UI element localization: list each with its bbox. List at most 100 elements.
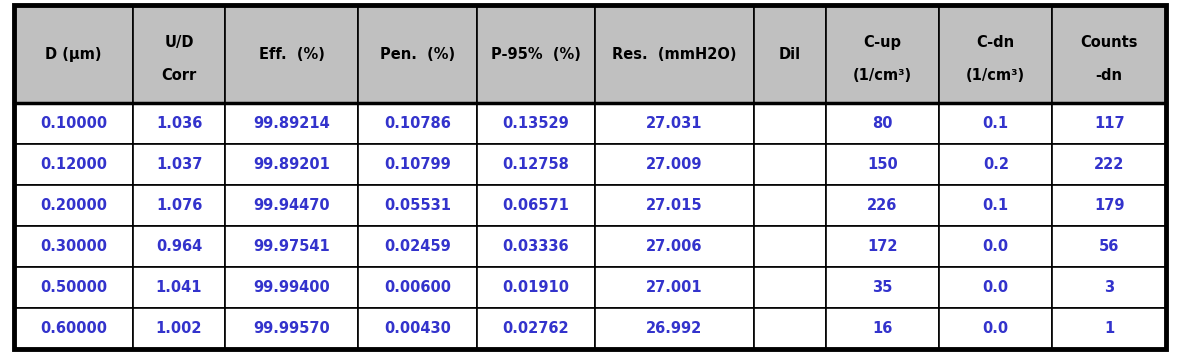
Bar bbox=[754, 226, 826, 267]
Text: 26.992: 26.992 bbox=[647, 321, 702, 336]
Text: Counts: Counts bbox=[1081, 35, 1138, 50]
Bar bbox=[132, 144, 225, 185]
Text: 0.30000: 0.30000 bbox=[40, 239, 107, 254]
Bar bbox=[225, 103, 358, 144]
Text: 1.041: 1.041 bbox=[156, 280, 202, 295]
Text: 0.10799: 0.10799 bbox=[384, 157, 451, 172]
Bar bbox=[939, 103, 1053, 144]
Bar bbox=[225, 267, 358, 308]
Text: 222: 222 bbox=[1094, 157, 1125, 172]
Text: 0.02762: 0.02762 bbox=[503, 321, 569, 336]
Text: 99.99570: 99.99570 bbox=[254, 321, 330, 336]
Bar bbox=[595, 5, 754, 103]
Text: 179: 179 bbox=[1094, 198, 1125, 213]
Text: 1.002: 1.002 bbox=[156, 321, 202, 336]
Bar bbox=[595, 185, 754, 226]
Text: 0.12758: 0.12758 bbox=[503, 157, 569, 172]
Bar bbox=[826, 5, 939, 103]
Bar bbox=[477, 308, 595, 349]
Bar bbox=[754, 185, 826, 226]
Bar bbox=[939, 267, 1053, 308]
Text: (1/cm³): (1/cm³) bbox=[853, 68, 912, 83]
Bar bbox=[754, 308, 826, 349]
Bar bbox=[358, 185, 477, 226]
Text: 172: 172 bbox=[867, 239, 898, 254]
Bar bbox=[132, 267, 225, 308]
Bar bbox=[14, 144, 132, 185]
Text: 27.031: 27.031 bbox=[647, 116, 702, 131]
Text: 99.89201: 99.89201 bbox=[254, 157, 330, 172]
Text: Dil: Dil bbox=[779, 47, 801, 62]
Text: 0.60000: 0.60000 bbox=[40, 321, 107, 336]
Bar bbox=[595, 308, 754, 349]
Bar bbox=[1053, 226, 1166, 267]
Bar bbox=[477, 226, 595, 267]
Text: 27.001: 27.001 bbox=[647, 280, 703, 295]
Text: 80: 80 bbox=[872, 116, 893, 131]
Bar bbox=[358, 308, 477, 349]
Text: (1/cm³): (1/cm³) bbox=[966, 68, 1025, 83]
Text: 35: 35 bbox=[872, 280, 892, 295]
Bar bbox=[1053, 185, 1166, 226]
Text: 0.0: 0.0 bbox=[983, 321, 1009, 336]
Bar bbox=[1053, 144, 1166, 185]
Text: 27.006: 27.006 bbox=[647, 239, 702, 254]
Bar bbox=[939, 226, 1053, 267]
Text: 99.97541: 99.97541 bbox=[254, 239, 330, 254]
Text: Pen.  (%): Pen. (%) bbox=[380, 47, 455, 62]
Bar bbox=[595, 144, 754, 185]
Text: 27.015: 27.015 bbox=[647, 198, 703, 213]
Bar bbox=[477, 267, 595, 308]
Bar bbox=[754, 267, 826, 308]
Text: 0.03336: 0.03336 bbox=[503, 239, 569, 254]
Bar bbox=[826, 185, 939, 226]
Text: Corr: Corr bbox=[162, 68, 197, 83]
Text: -dn: -dn bbox=[1096, 68, 1122, 83]
Bar bbox=[826, 267, 939, 308]
Text: 0.06571: 0.06571 bbox=[503, 198, 569, 213]
Text: 99.99400: 99.99400 bbox=[254, 280, 330, 295]
Text: 99.89214: 99.89214 bbox=[254, 116, 330, 131]
Bar bbox=[132, 226, 225, 267]
Bar bbox=[477, 103, 595, 144]
Text: 0.10786: 0.10786 bbox=[384, 116, 451, 131]
Bar bbox=[14, 5, 132, 103]
Text: 1.037: 1.037 bbox=[156, 157, 202, 172]
Bar bbox=[477, 5, 595, 103]
Bar bbox=[358, 103, 477, 144]
Text: 0.1: 0.1 bbox=[983, 116, 1009, 131]
Text: 0.00600: 0.00600 bbox=[384, 280, 451, 295]
Bar bbox=[939, 308, 1053, 349]
Bar bbox=[132, 308, 225, 349]
Bar bbox=[826, 144, 939, 185]
Bar bbox=[754, 5, 826, 103]
Text: 0.01910: 0.01910 bbox=[503, 280, 570, 295]
Bar bbox=[358, 144, 477, 185]
Text: 1.036: 1.036 bbox=[156, 116, 202, 131]
Text: 0.20000: 0.20000 bbox=[40, 198, 107, 213]
Text: 0.2: 0.2 bbox=[983, 157, 1009, 172]
Text: 0.00430: 0.00430 bbox=[384, 321, 451, 336]
Bar bbox=[225, 5, 358, 103]
Bar bbox=[225, 226, 358, 267]
Bar bbox=[595, 267, 754, 308]
Bar bbox=[132, 185, 225, 226]
Bar bbox=[14, 103, 132, 144]
Bar bbox=[358, 5, 477, 103]
Bar bbox=[14, 267, 132, 308]
Bar bbox=[358, 267, 477, 308]
Bar bbox=[358, 226, 477, 267]
Bar bbox=[595, 226, 754, 267]
Text: 0.1: 0.1 bbox=[983, 198, 1009, 213]
Text: 1: 1 bbox=[1104, 321, 1114, 336]
Text: 0.0: 0.0 bbox=[983, 239, 1009, 254]
Bar bbox=[1053, 308, 1166, 349]
Text: 0.05531: 0.05531 bbox=[384, 198, 451, 213]
Bar bbox=[225, 308, 358, 349]
Text: U/D: U/D bbox=[164, 35, 194, 50]
Text: 3: 3 bbox=[1104, 280, 1114, 295]
Text: 150: 150 bbox=[867, 157, 898, 172]
Text: 0.10000: 0.10000 bbox=[40, 116, 107, 131]
Bar bbox=[14, 185, 132, 226]
Text: 27.009: 27.009 bbox=[647, 157, 702, 172]
